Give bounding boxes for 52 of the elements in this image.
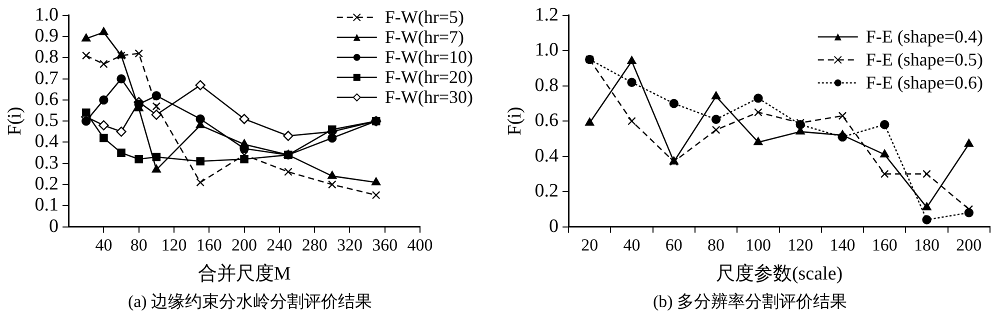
- x-tick-label: 120: [788, 235, 814, 254]
- y-tick-label: 0.8: [534, 74, 559, 96]
- y-tick-label: 0.3: [34, 152, 59, 174]
- legend-label: F-W(hr=30): [384, 87, 474, 108]
- x-axis-title: 合并尺度M: [198, 262, 291, 285]
- x-tick-label: 160: [872, 235, 898, 254]
- legend-label: F-W(hr=5): [384, 7, 464, 28]
- y-axis-title: F(i): [4, 106, 26, 136]
- x-tick-label: 20: [581, 235, 598, 254]
- y-tick-label: 0.4: [34, 131, 60, 152]
- x-tick-label: 200: [956, 235, 982, 254]
- y-tick-label: 0: [549, 216, 559, 237]
- y-tick-label: 1.2: [534, 4, 559, 26]
- x-tick-label: 140: [830, 235, 856, 254]
- text: (b) 多分辨率分割评价结果: [652, 291, 848, 313]
- legend-label: F-E (shape=0.6): [866, 72, 984, 93]
- x-tick-label: 320: [336, 235, 362, 254]
- x-tick-label: 280: [302, 235, 328, 254]
- x-tick-label: 40: [95, 235, 112, 254]
- y-tick-label: 0: [49, 216, 59, 237]
- x-tick-label: 60: [665, 235, 682, 254]
- legend-label: F-E (shape=0.4): [866, 26, 984, 47]
- y-tick-label: 0.7: [34, 68, 59, 89]
- y-tick-label: 0.6: [34, 88, 59, 110]
- y-tick-label: 0.5: [34, 110, 59, 132]
- x-tick-label: 40: [623, 235, 640, 254]
- x-axis-title: 尺度参数(scale): [716, 262, 843, 285]
- x-tick-label: 120: [161, 235, 187, 254]
- y-tick-label: 0.2: [534, 180, 559, 202]
- y-tick-label: 0.2: [34, 174, 59, 195]
- y-tick-label: 0.8: [34, 46, 59, 68]
- y-tick-label: 0.4: [534, 145, 560, 166]
- y-tick-label: 1.0: [34, 4, 59, 26]
- x-tick-label: 360: [372, 235, 398, 254]
- x-tick-label: 100: [745, 235, 771, 254]
- legend-label: F-E (shape=0.5): [866, 50, 984, 70]
- text: (a) 边缘约束分水岭分割评价结果: [126, 291, 374, 313]
- legend-label: F-W(hr=20): [384, 67, 474, 88]
- y-tick-label: 1.0: [534, 40, 559, 61]
- x-tick-label: 80: [130, 235, 148, 254]
- x-tick-label: 240: [266, 235, 292, 254]
- legend-label: F-W(hr=7): [384, 27, 464, 48]
- y-tick-label: 0.1: [34, 194, 59, 216]
- x-tick-label: 80: [708, 235, 725, 254]
- legend-label: F-W(hr=10): [384, 47, 474, 68]
- x-tick-label: 200: [232, 235, 258, 254]
- x-tick-label: 160: [196, 235, 222, 254]
- y-axis-title: F(i): [504, 106, 526, 136]
- y-tick-label: 0.9: [34, 26, 59, 47]
- x-tick-label: 180: [914, 235, 940, 254]
- y-tick-label: 0.6: [534, 110, 559, 132]
- x-tick-label: 400: [407, 235, 433, 254]
